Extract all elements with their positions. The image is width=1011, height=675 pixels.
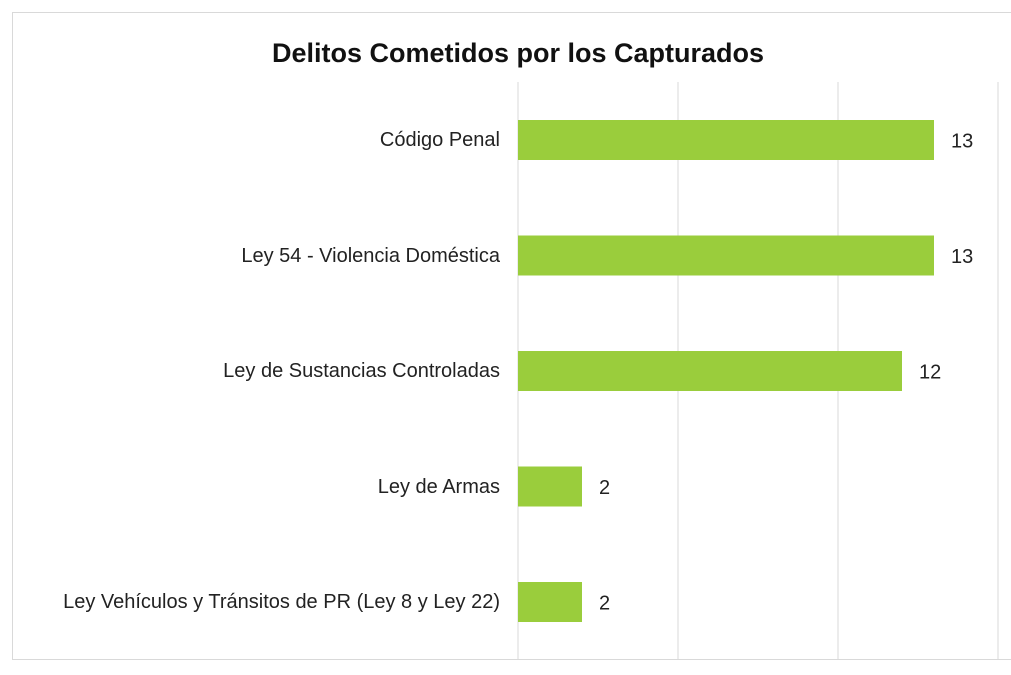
chart-title: Delitos Cometidos por los Capturados [272,38,764,68]
bar [518,466,582,507]
y-tick-label: Ley de Sustancias Controladas [20,341,500,401]
y-tick-label: Ley Vehículos y Tránsitos de PR (Ley 8 y… [20,572,500,632]
bar [518,120,934,160]
y-tick-label: Ley 54 - Violencia Doméstica [20,226,500,286]
y-tick-label: Ley de Armas [20,457,500,517]
data-label: 13 [951,246,973,268]
category-text: Ley 54 - Violencia Doméstica [241,244,500,267]
category-text: Ley de Sustancias Controladas [223,360,500,382]
category-text: Código Penal [379,129,500,151]
data-label: 2 [599,592,610,614]
bar [518,235,934,276]
category-text: Ley Vehículos y Tránsitos de PR (Ley 8 y… [63,591,500,613]
data-label: 13 [951,130,973,152]
data-label: 2 [599,477,610,499]
bar [518,582,582,622]
data-label: 12 [919,361,941,383]
bar [518,351,902,391]
y-tick-label: Código Penal [20,110,500,170]
category-text: Ley de Armas [377,475,500,498]
